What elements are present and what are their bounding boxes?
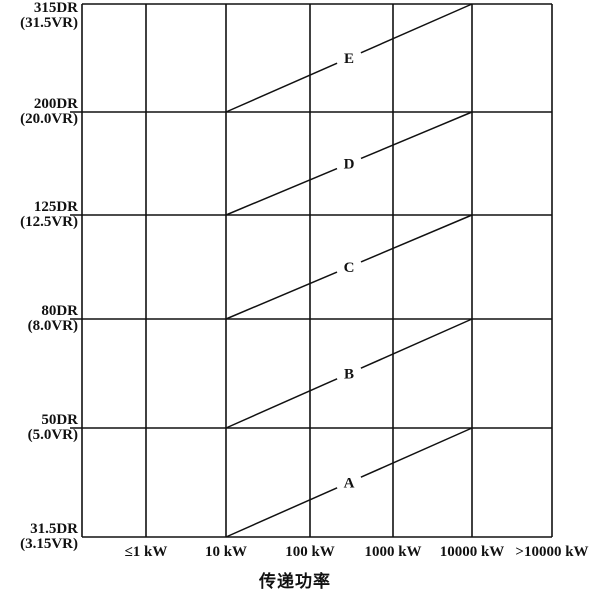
y-tick-label: 315DR (31.5VR) — [0, 1, 78, 31]
x-axis-title: 传递功率 — [259, 572, 331, 591]
series-line-C — [360, 214, 473, 263]
series-line-E — [360, 3, 473, 54]
y-tick-dr: 31.5DR — [30, 521, 78, 537]
y-tick-vr: (20.0VR) — [20, 111, 78, 127]
series-line-D — [360, 111, 473, 160]
y-tick-dr: 50DR — [41, 412, 78, 428]
y-tick-vr: (3.15VR) — [20, 536, 78, 552]
y-tick-label: 31.5DR (3.15VR) — [0, 522, 78, 552]
series-label-A: A — [344, 476, 355, 492]
y-tick-dr: 200DR — [33, 96, 78, 112]
y-tick-label: 200DR (20.0VR) — [0, 97, 78, 127]
y-tick-label: 125DR (12.5VR) — [0, 200, 78, 230]
x-tick-label: 100 kW — [285, 544, 335, 560]
x-tick-label: >10000 kW — [515, 544, 589, 560]
series-label-C: C — [344, 260, 355, 276]
y-tick-vr: (8.0VR) — [27, 318, 78, 334]
series-label-B: B — [344, 367, 354, 383]
y-tick-label: 80DR (8.0VR) — [0, 304, 78, 334]
series-line-A — [360, 427, 473, 478]
x-tick-label: 10 kW — [204, 544, 248, 560]
x-tick-label: 1000 kW — [364, 544, 422, 560]
y-tick-dr: 125DR — [33, 199, 78, 215]
x-tick-label: 10000 kW — [439, 544, 505, 560]
series-line-B — [360, 318, 473, 369]
series-line-D — [225, 167, 338, 216]
y-tick-vr: (12.5VR) — [20, 214, 78, 230]
y-tick-dr: 80DR — [41, 303, 78, 319]
series-label-E: E — [344, 51, 354, 67]
series-line-B — [225, 378, 338, 429]
series-line-A — [225, 487, 338, 538]
x-tick-label: ≤1 kW — [124, 544, 168, 560]
series-line-C — [225, 271, 338, 320]
series-line-E — [225, 62, 338, 113]
y-tick-dr: 315DR — [33, 0, 78, 16]
y-tick-label: 50DR (5.0VR) — [0, 413, 78, 443]
y-tick-vr: (5.0VR) — [27, 427, 78, 443]
series-label-D: D — [344, 157, 355, 173]
y-tick-vr: (31.5VR) — [20, 15, 78, 31]
